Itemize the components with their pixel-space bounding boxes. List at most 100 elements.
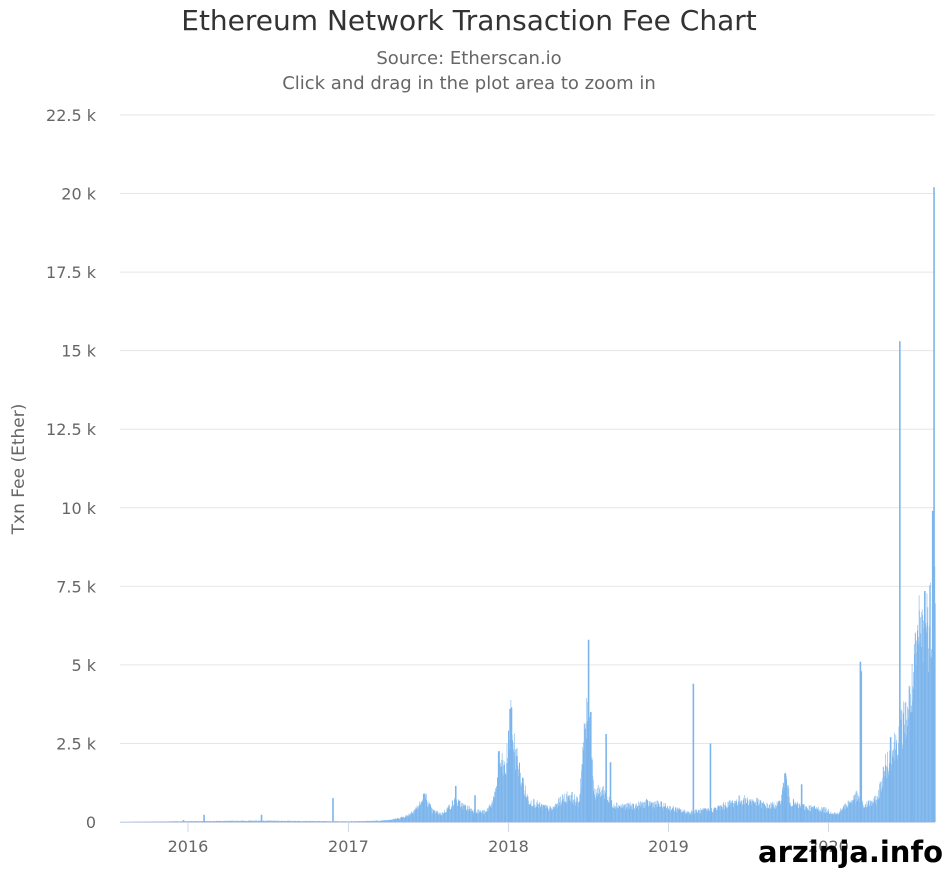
fee-bar	[471, 808, 472, 822]
fee-bar	[375, 820, 376, 822]
fee-bar	[795, 802, 797, 822]
fee-bar	[885, 753, 886, 822]
fee-bar	[714, 807, 715, 822]
fee-bar	[641, 805, 642, 822]
fee-bar	[892, 749, 894, 822]
fee-bar	[524, 790, 526, 822]
fee-bar	[312, 820, 314, 822]
fee-bar	[780, 803, 782, 822]
fee-bar	[367, 820, 368, 822]
fee-bar	[239, 821, 240, 822]
fee-bar	[839, 813, 841, 822]
fee-bar	[638, 809, 640, 822]
fee-bar	[604, 790, 606, 822]
fee-bar	[335, 821, 337, 822]
fee-bar	[575, 802, 576, 822]
fee-bar	[194, 821, 195, 822]
x-tick-label: 2017	[328, 837, 369, 856]
fee-bar	[285, 820, 286, 822]
fee-bar	[219, 820, 220, 822]
fee-bar	[491, 800, 493, 822]
fee-bar	[576, 797, 578, 822]
fee-bar	[355, 821, 357, 822]
fee-bar	[446, 811, 447, 822]
fee-bar	[862, 804, 864, 822]
fee-bar	[629, 802, 631, 822]
fee-spike-bar	[260, 814, 263, 822]
fee-bar	[704, 808, 706, 822]
fee-bar	[371, 821, 373, 822]
fee-bar	[336, 821, 337, 822]
fee-bar	[800, 805, 802, 822]
fee-bar	[560, 803, 562, 822]
fee-bar	[691, 810, 692, 822]
fee-bar	[617, 807, 618, 822]
fee-bar	[401, 816, 402, 822]
x-tick-label: 2020	[808, 837, 849, 856]
fee-bar	[794, 803, 795, 822]
fee-bar	[303, 821, 305, 822]
fee-bar	[159, 821, 161, 822]
fee-bar	[178, 821, 179, 822]
fee-spike-bar	[859, 661, 862, 822]
fee-bar	[637, 805, 639, 822]
fee-bar	[603, 794, 605, 822]
fee-bar	[343, 821, 345, 822]
fee-bar	[896, 755, 898, 822]
fee-bar	[568, 796, 569, 822]
fee-bar	[499, 762, 501, 822]
fee-bar	[543, 805, 544, 822]
fee-bar	[931, 649, 932, 822]
fee-bar	[930, 656, 932, 822]
fee-bar	[325, 821, 326, 822]
fee-bar	[769, 808, 771, 822]
fee-bar	[273, 820, 275, 822]
fee-bar	[288, 820, 289, 822]
fee-bar	[226, 820, 228, 822]
fee-bar	[544, 805, 545, 822]
fee-bar	[507, 757, 509, 822]
fee-bar	[555, 803, 557, 822]
fee-bar	[400, 817, 401, 822]
fee-bar	[227, 820, 229, 822]
fee-bar	[838, 814, 839, 822]
fee-bar	[789, 803, 791, 822]
fee-bar	[328, 821, 329, 822]
fee-bar	[688, 811, 690, 822]
fee-bar	[287, 820, 288, 822]
fee-bar	[438, 814, 439, 822]
fee-bar	[888, 763, 890, 822]
fee-bar	[831, 813, 832, 822]
fee-spike-bar	[605, 734, 607, 822]
fee-bar	[500, 763, 501, 822]
fee-bar	[732, 807, 734, 822]
fee-bar	[678, 809, 680, 822]
fee-bar	[856, 793, 858, 822]
fee-bar	[757, 797, 758, 822]
fee-bar	[374, 821, 375, 822]
bar-series[interactable]	[120, 187, 936, 822]
fee-bar	[530, 802, 531, 822]
fee-bar	[168, 821, 170, 822]
fee-bar	[897, 754, 899, 822]
fee-bar	[356, 821, 357, 822]
fee-bar	[550, 808, 552, 822]
fee-bar	[543, 805, 545, 822]
fee-bar	[645, 806, 646, 822]
fee-bar	[836, 814, 837, 822]
fee-bar	[857, 800, 859, 822]
fee-bar	[743, 797, 745, 822]
fee-bar	[211, 821, 213, 822]
fee-bar	[714, 807, 716, 822]
fee-bar	[529, 804, 530, 822]
fee-bar	[386, 820, 387, 822]
fee-bar	[690, 813, 692, 822]
chart-subtitle-source: Source: Etherscan.io	[376, 48, 561, 69]
fee-bar	[320, 820, 322, 822]
fee-bar	[401, 817, 403, 822]
fee-bar	[312, 821, 314, 822]
fee-spike-bar	[889, 737, 892, 822]
fee-bar	[518, 769, 520, 822]
fee-bar	[613, 804, 615, 822]
